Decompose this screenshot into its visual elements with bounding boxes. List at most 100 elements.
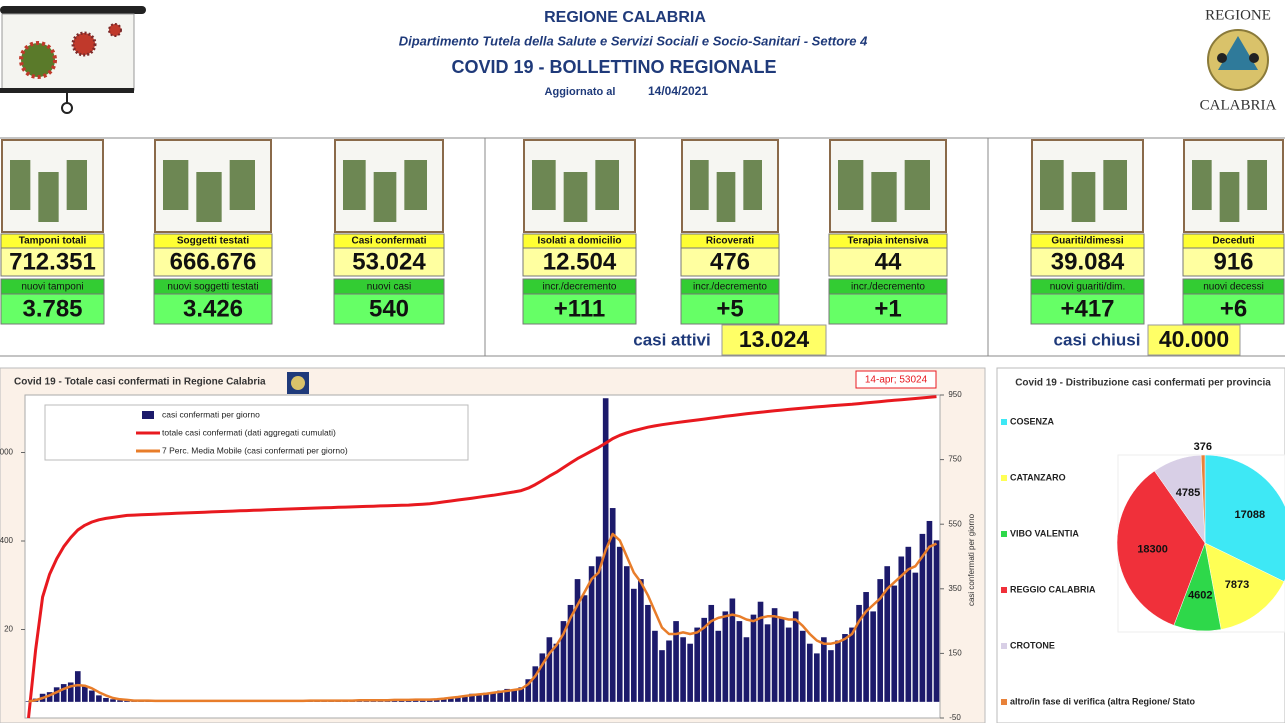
- bar: [455, 696, 461, 702]
- card-subvalue-bg: [333, 293, 445, 325]
- bar: [673, 621, 679, 702]
- card-icon-shape: [38, 172, 59, 222]
- card-icon-shape: [532, 160, 556, 210]
- pie-slice: [1204, 542, 1285, 630]
- y-tick-label: -50: [949, 713, 961, 722]
- bar: [124, 700, 130, 702]
- bar: [110, 699, 116, 702]
- active-value: 13.024: [739, 326, 810, 352]
- card-subvalue: 540: [369, 295, 409, 322]
- bar: [821, 637, 827, 702]
- bar: [863, 592, 869, 702]
- card-subvalue: +111: [554, 295, 605, 322]
- card-value: 666.676: [170, 248, 257, 275]
- bar: [743, 637, 750, 702]
- bar: [67, 682, 74, 702]
- bar: [581, 595, 588, 702]
- card-subvalue: +5: [716, 295, 743, 322]
- card-icon-shape: [743, 160, 762, 210]
- card-sublabel: nuovi decessi: [1203, 282, 1264, 293]
- y2-tick-label: 20: [4, 625, 13, 634]
- bar: [835, 640, 841, 702]
- bar: [476, 694, 482, 702]
- annotation-box: [855, 370, 937, 389]
- header-illustration: [0, 6, 146, 114]
- annotation: 14-apr; 53024: [865, 375, 928, 386]
- card-subvalue-bg: [1030, 293, 1145, 325]
- active-box: [721, 324, 827, 356]
- card-icon-shape: [1192, 160, 1212, 210]
- card-icon-shape: [838, 160, 864, 210]
- card-icon-shape: [10, 160, 31, 210]
- pie-value-label: 7873: [1225, 579, 1249, 591]
- bar: [701, 617, 708, 702]
- card-sublabel: incr./decremento: [851, 282, 925, 293]
- line-chart-title: Covid 19 - Totale casi confermati in Reg…: [14, 377, 266, 388]
- card-sublabel: nuovi soggetti testati: [167, 282, 258, 293]
- logo-top: REGIONE: [1205, 7, 1271, 23]
- card-label: Casi confermati: [351, 236, 426, 247]
- card-label: Soggetti testati: [177, 236, 249, 247]
- pie-title: Covid 19 - Distribuzione casi confermati…: [1015, 378, 1271, 389]
- card-label: Guariti/dimessi: [1051, 236, 1123, 247]
- bar: [729, 598, 736, 702]
- card-icon-shape: [871, 172, 897, 222]
- bar: [870, 611, 876, 702]
- bar: [877, 579, 883, 702]
- pie-slice: [1116, 470, 1206, 626]
- bar: [588, 566, 595, 702]
- bar: [884, 566, 891, 702]
- card-subvalue-bg: [1182, 293, 1285, 325]
- closed-value: 40.000: [1159, 326, 1229, 352]
- bar: [799, 630, 806, 702]
- bar: [539, 653, 546, 702]
- bar: [46, 692, 53, 702]
- card-icon-shape: [196, 172, 222, 222]
- card-value-bg: [1182, 247, 1285, 277]
- card-sublabel: nuovi guariti/dim.: [1050, 282, 1126, 293]
- bar: [631, 588, 637, 702]
- bar: [708, 604, 715, 702]
- y-tick-label: 350: [948, 584, 962, 593]
- bar: [905, 546, 912, 702]
- bar: [898, 556, 905, 702]
- pie-legend-label: CATANZARO: [1010, 472, 1066, 482]
- pie-slice: [1200, 454, 1206, 544]
- card-icon-shape: [904, 160, 930, 210]
- pie-slice: [1204, 454, 1285, 582]
- card-subvalue-bg: [153, 293, 273, 325]
- bar: [856, 604, 862, 702]
- bar: [511, 689, 517, 702]
- card-subvalue: +417: [1060, 295, 1114, 322]
- legend-label: casi confermati per giorno: [162, 409, 260, 419]
- card-subvalue-bg: [522, 293, 637, 325]
- card-sublabel: nuovi casi: [367, 282, 411, 293]
- pie-legend-swatch: [1001, 531, 1007, 537]
- active-label: casi attivi: [633, 330, 711, 349]
- bar: [490, 692, 496, 702]
- pie-value-label: 17088: [1234, 509, 1265, 521]
- card-value-bg: [522, 247, 637, 277]
- bar: [60, 684, 67, 702]
- bar: [736, 621, 743, 702]
- card-sublabel: incr./decremento: [543, 282, 617, 293]
- card-label: Ricoverati: [706, 236, 755, 247]
- card-value: 53.024: [352, 248, 426, 275]
- card-subvalue: 3.785: [22, 295, 82, 322]
- updated-label: Aggiornato al: [545, 86, 616, 98]
- card-value-bg: [0, 247, 105, 277]
- legend-label: 7 Perc. Media Mobile (casi confermati pe…: [162, 445, 348, 455]
- bar: [623, 566, 630, 702]
- card-value-bg: [680, 247, 780, 277]
- pie-legend-label: COSENZA: [1010, 416, 1055, 426]
- bar: [680, 637, 686, 702]
- bar: [926, 520, 933, 702]
- bar: [771, 608, 778, 702]
- card-icon-shape: [1040, 160, 1064, 210]
- header-department: Dipartimento Tutela della Salute e Servi…: [399, 33, 868, 48]
- bar: [448, 697, 454, 702]
- card-icon-shape: [716, 172, 736, 222]
- card-icon-shape: [66, 160, 87, 210]
